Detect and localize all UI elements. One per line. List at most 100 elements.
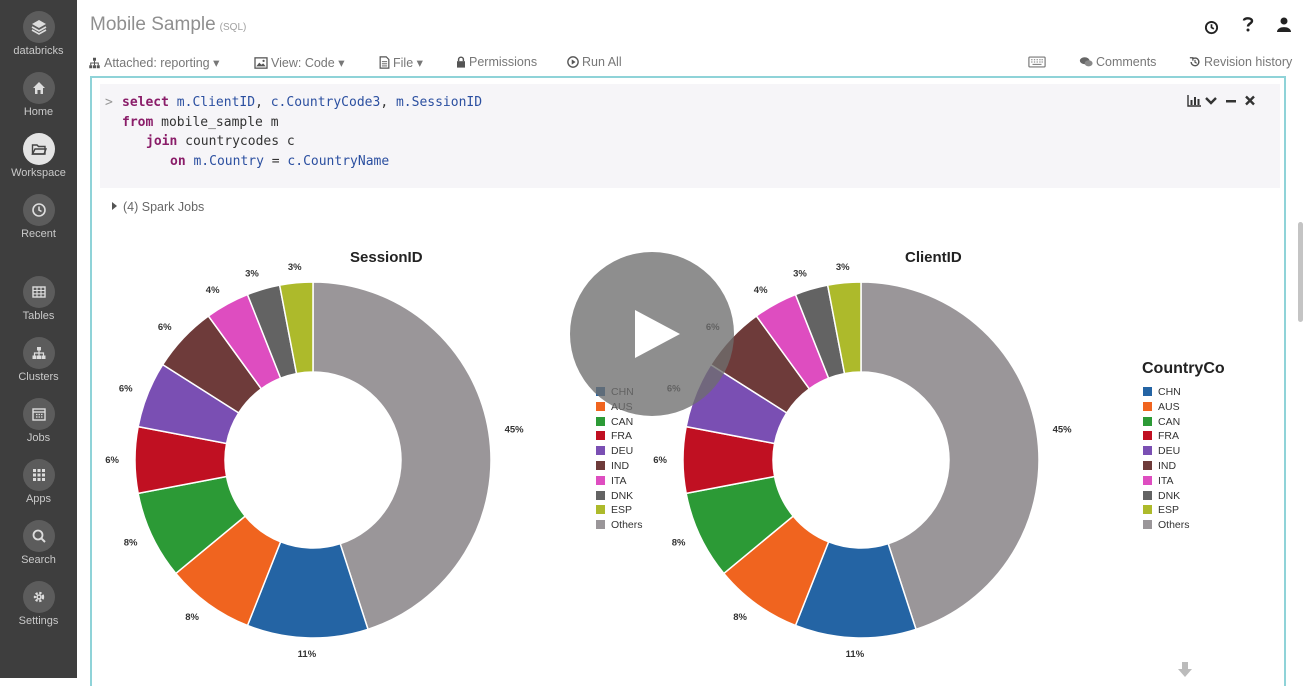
legend-item[interactable]: DNK — [596, 489, 643, 504]
nav-search[interactable]: Search — [0, 520, 77, 567]
cell-prompt: > — [105, 95, 113, 110]
legend-label: IND — [611, 459, 630, 472]
nav-settings[interactable]: Settings — [0, 581, 77, 628]
run-all-button[interactable]: Run All — [567, 55, 622, 69]
nav-label: databricks — [13, 45, 64, 57]
vertical-scrollbar[interactable] — [1298, 222, 1303, 322]
legend-item[interactable]: AUS — [1143, 400, 1190, 415]
legend-item[interactable]: DNK — [1143, 489, 1190, 504]
legend-item[interactable]: CAN — [596, 415, 643, 430]
help-icon[interactable] — [1242, 16, 1254, 37]
legend-item[interactable]: DEU — [596, 444, 643, 459]
pie-data-label: 8% — [733, 612, 747, 623]
pie-slice-esp[interactable] — [826, 281, 862, 375]
pie-data-label: 6% — [119, 384, 133, 395]
pie-slice-others[interactable] — [860, 281, 1040, 631]
nav-clusters[interactable]: Clusters — [0, 337, 77, 384]
pie-data-label: 4% — [754, 285, 768, 296]
pie-data-label: 45% — [1053, 425, 1073, 436]
comments-label: Comments — [1096, 55, 1157, 69]
legend-item[interactable]: FRA — [596, 429, 643, 444]
nav-tables[interactable]: Tables — [0, 276, 77, 323]
legend-item[interactable]: Others — [596, 518, 643, 533]
legend-label: ESP — [611, 504, 633, 517]
clock-icon — [22, 194, 55, 226]
comments-button[interactable]: Comments — [1079, 55, 1156, 69]
code-editor[interactable]: > select m.ClientID, c.CountryCode3, m.S… — [100, 84, 1280, 188]
legend-swatch — [1143, 490, 1152, 500]
legend-label: FRA — [1158, 430, 1179, 443]
legend-swatch — [596, 460, 605, 470]
arrow-down-icon[interactable] — [1178, 662, 1192, 683]
legend-label: FRA — [611, 430, 632, 443]
nav-home[interactable]: Home — [0, 72, 77, 119]
layers-icon — [22, 11, 55, 43]
legend-item[interactable]: ESP — [1143, 503, 1190, 518]
pie-data-label: 11% — [846, 649, 865, 660]
search-icon — [22, 520, 55, 552]
chart-title-clientid: ClientID — [905, 249, 962, 266]
legend-swatch — [596, 431, 605, 441]
lock-icon — [457, 56, 465, 68]
legend-item[interactable]: CHN — [1143, 385, 1190, 400]
attached-cluster-dropdown[interactable]: Attached: reporting ▾ — [88, 55, 219, 70]
legend-item[interactable]: ITA — [596, 474, 643, 489]
legend-item[interactable]: ITA — [1143, 474, 1190, 489]
chevron-down-icon — [1205, 97, 1217, 105]
file-menu[interactable]: File ▾ — [379, 55, 423, 70]
legend-item[interactable]: ESP — [596, 503, 643, 518]
pie-slice-esp[interactable] — [278, 281, 314, 375]
pie-data-label: 3% — [793, 269, 807, 280]
legend-label: CAN — [1158, 415, 1181, 428]
legend-swatch — [596, 416, 605, 426]
nav-label: Home — [23, 106, 54, 118]
user-icon[interactable] — [1277, 17, 1291, 37]
pie-data-label: 11% — [298, 649, 317, 660]
view-dropdown[interactable]: View: Code ▾ — [254, 55, 344, 70]
permissions-button[interactable]: Permissions — [456, 55, 537, 69]
notebook-toolbar: Attached: reporting ▾ View: Code ▾ File … — [77, 52, 1306, 74]
pie-data-label: 3% — [836, 262, 850, 273]
legend-swatch — [596, 490, 605, 500]
legend-swatch — [1143, 475, 1152, 485]
comments-icon — [1079, 57, 1093, 67]
nav-recent[interactable]: Recent — [0, 194, 77, 241]
play-circle-icon — [567, 56, 579, 68]
legend-swatch — [1143, 431, 1152, 441]
triangle-right-icon — [112, 202, 117, 210]
run-all-label: Run All — [582, 55, 622, 69]
legend-item[interactable]: CAN — [1143, 415, 1190, 430]
nav-label: Tables — [22, 310, 55, 322]
nav-label: Clusters — [18, 371, 59, 383]
nav-apps[interactable]: Apps — [0, 459, 77, 506]
nav-label: Search — [21, 554, 56, 566]
pie-data-label: 3% — [288, 262, 302, 273]
legend-item[interactable]: IND — [1143, 459, 1190, 474]
chart-icon — [1187, 95, 1201, 107]
legend-swatch — [1143, 401, 1152, 411]
nav-workspace[interactable]: Workspace — [0, 133, 77, 180]
pie-data-label: 8% — [185, 612, 199, 623]
code-line-3: join countrycodes c — [122, 132, 1280, 152]
revision-history-label: Revision history — [1204, 55, 1293, 69]
keyboard-shortcuts-button[interactable] — [1028, 55, 1049, 69]
legend-item[interactable]: FRA — [1143, 429, 1190, 444]
revision-history-button[interactable]: Revision history — [1189, 55, 1292, 69]
notebook-title[interactable]: Mobile Sample (SQL) — [90, 14, 246, 36]
video-play-button[interactable] — [570, 252, 734, 416]
spark-jobs-toggle[interactable]: (4) Spark Jobs — [112, 200, 204, 214]
legend-item[interactable]: DEU — [1143, 444, 1190, 459]
pie-slice-others[interactable] — [312, 281, 492, 631]
clock-icon[interactable] — [1204, 20, 1219, 40]
code-operator: = — [271, 153, 280, 169]
legend-item[interactable]: IND — [596, 459, 643, 474]
code-identifier: m.ClientID — [176, 95, 256, 110]
legend-swatch — [1143, 387, 1152, 396]
nav-databricks[interactable]: databricks — [0, 11, 77, 58]
code-text: countrycodes c — [185, 134, 295, 149]
legend-item[interactable]: Others — [1143, 518, 1190, 533]
nav-jobs[interactable]: Jobs — [0, 398, 77, 445]
nav-label: Settings — [18, 615, 59, 627]
folder-icon — [22, 133, 55, 165]
